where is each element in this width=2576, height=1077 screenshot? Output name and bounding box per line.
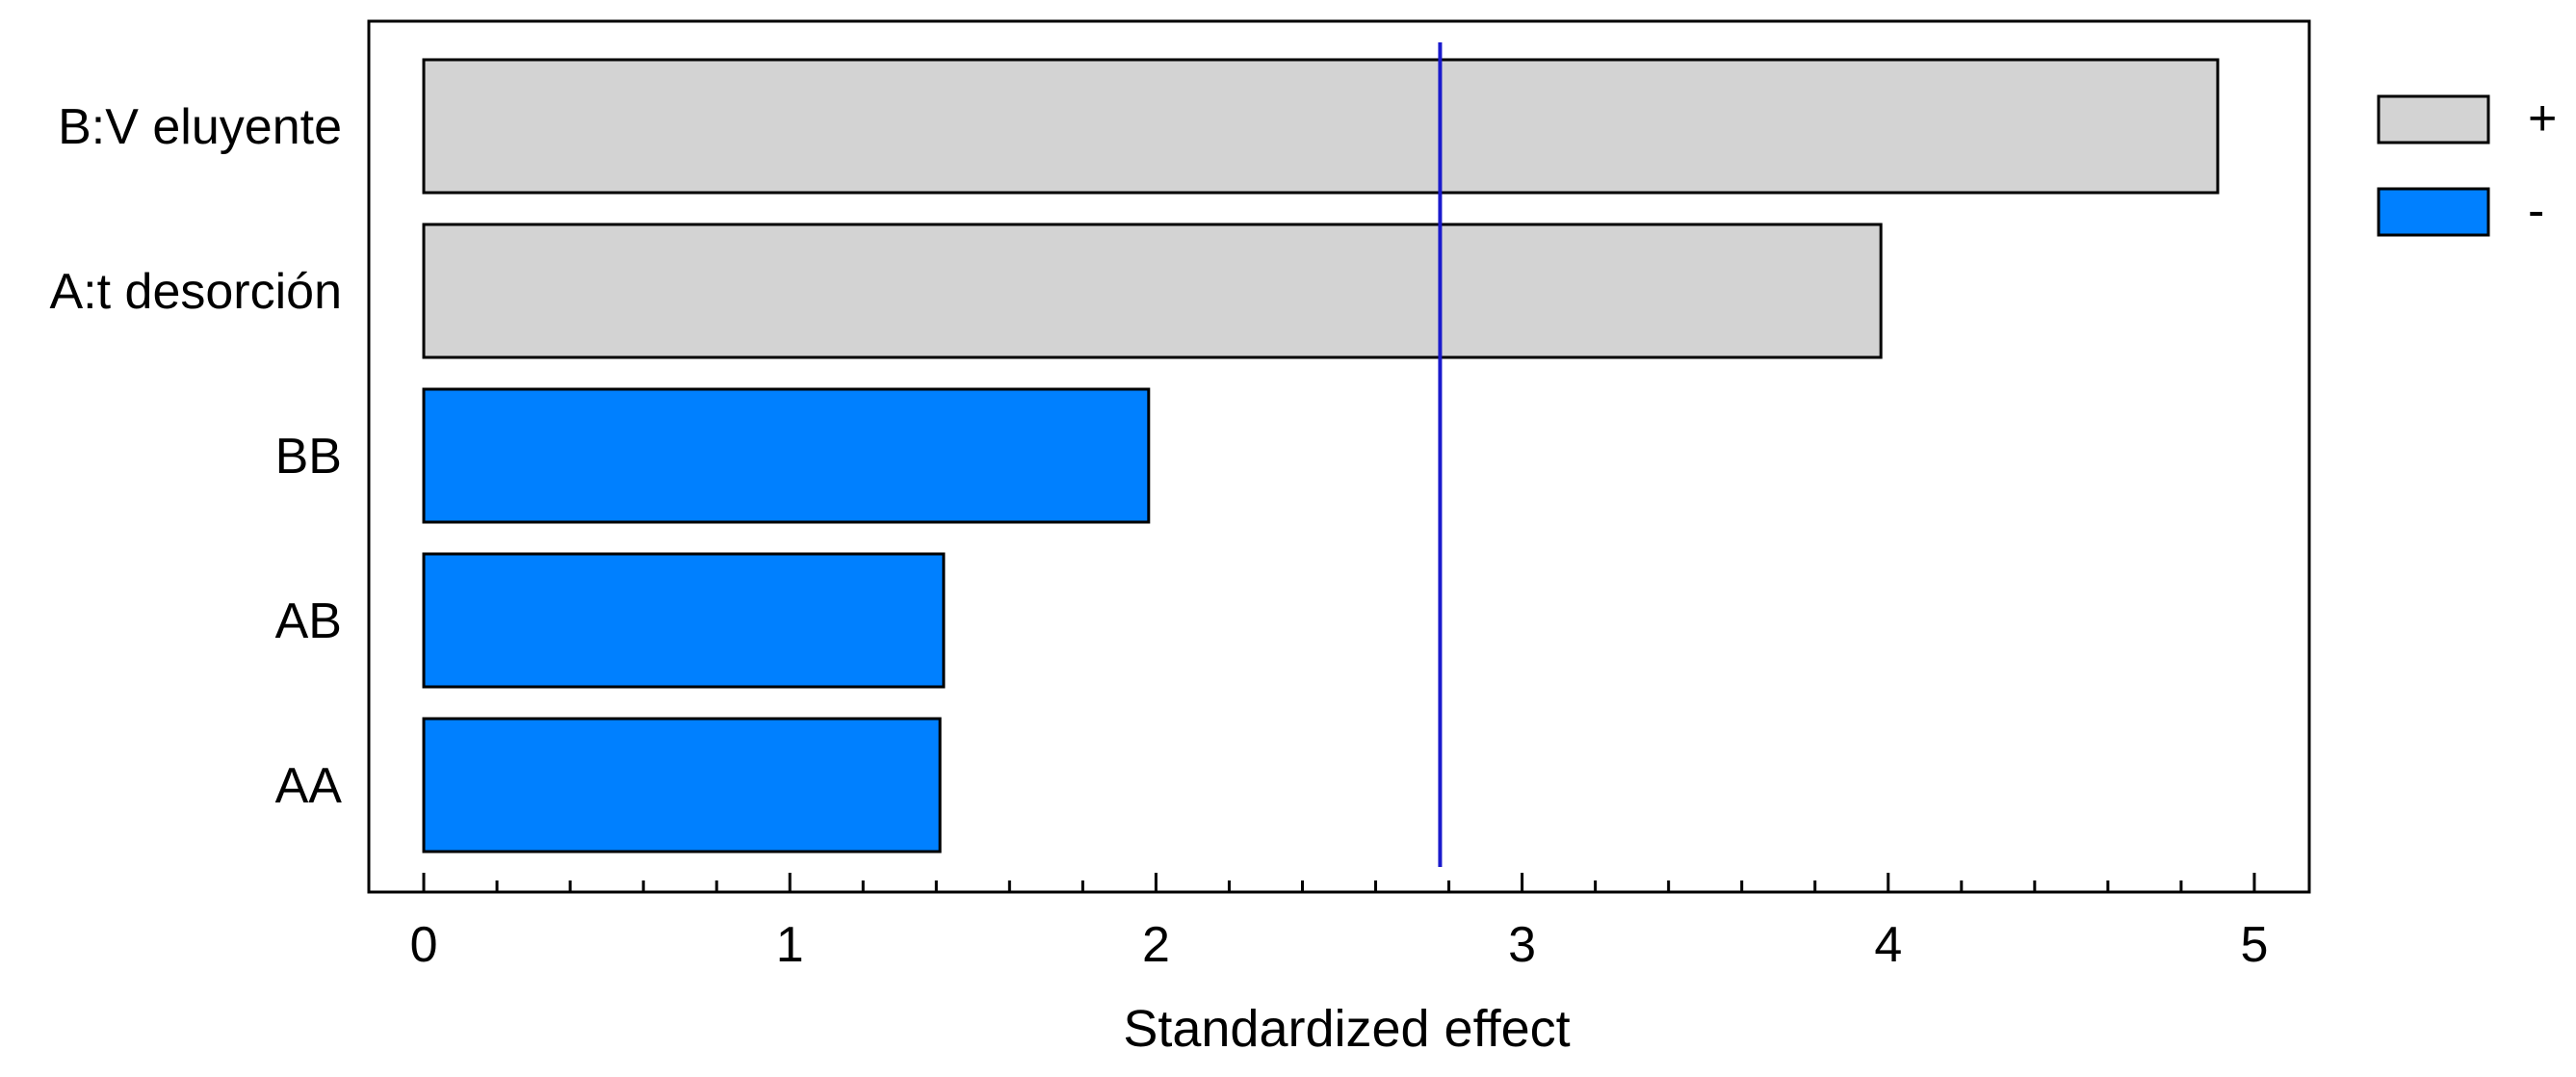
category-label-1: A:t desorción [50,264,343,320]
bar-0 [422,58,2220,195]
bar-group [422,58,2220,854]
legend-label-negative: - [2528,183,2544,239]
category-label-3: AB [275,593,342,649]
x-tick-label-0: 0 [410,917,438,973]
legend-label-positive: + [2528,91,2557,146]
plot-area [367,19,2311,894]
category-label-4: AA [275,758,343,814]
x-tick-label-5: 5 [2241,917,2269,973]
bar-1 [422,223,1883,359]
x-axis-ticks: 0 1 2 3 4 5 [410,873,2269,973]
plot-frame [367,19,2311,894]
bar-2 [422,387,1151,524]
x-tick-label-4: 4 [1874,917,1902,973]
x-tick-label-2: 2 [1142,917,1170,973]
legend-swatch-positive [2377,94,2490,144]
category-label-0: B:V eluyente [58,99,342,155]
bar-4 [422,717,942,854]
x-axis-title: Standardized effect [1123,1000,1570,1058]
x-tick-label-3: 3 [1508,917,1536,973]
bar-3 [422,552,946,689]
category-label-2: BB [275,429,342,485]
legend: +- [2377,91,2557,239]
x-tick-label-1: 1 [776,917,804,973]
category-labels: B:V eluyente A:t desorción BB AB AA [50,99,343,814]
legend-swatch-negative [2377,187,2490,237]
